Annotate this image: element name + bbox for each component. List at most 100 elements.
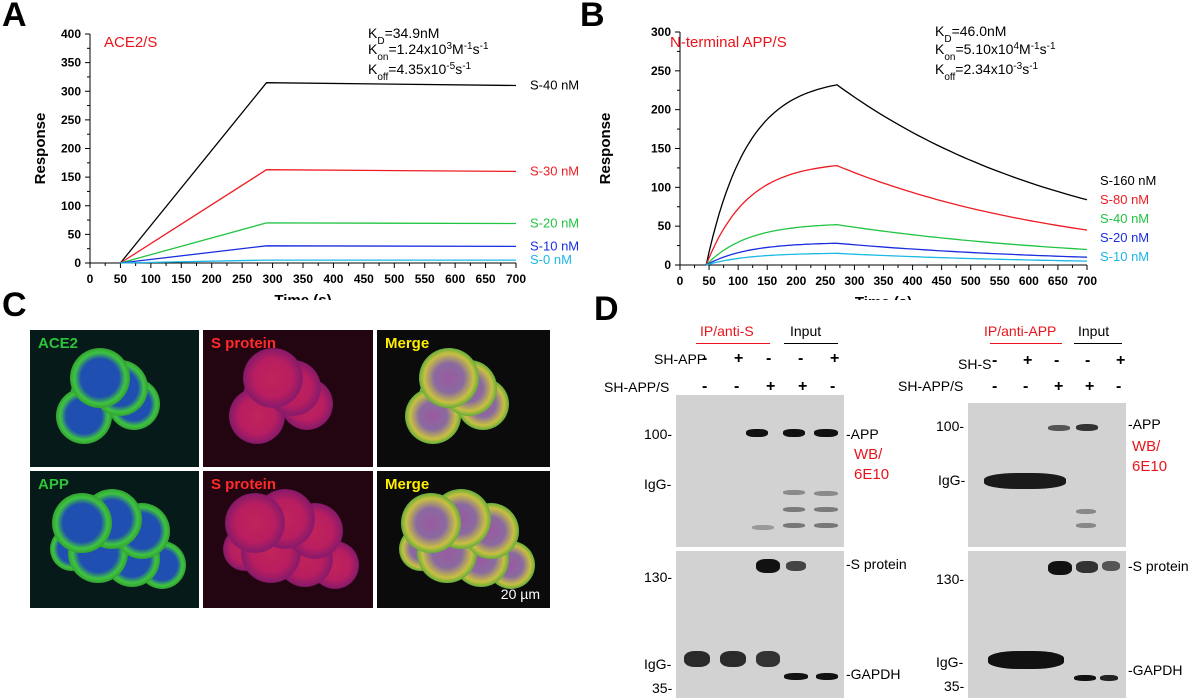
chart-a-title-label: ACE2/S <box>104 34 157 51</box>
chart-a-y-tick-label: 250 <box>61 113 81 127</box>
wl-blot-top <box>676 395 844 547</box>
chart-b-series <box>705 84 1088 266</box>
micro-merge-1: Merge <box>377 330 550 467</box>
wr-sign: - <box>1023 378 1029 395</box>
wl-sign: - <box>830 378 836 395</box>
wr-band-s-3 <box>1048 561 1072 575</box>
wl-marker-100: 100- <box>644 426 673 442</box>
micro-cell <box>70 348 130 408</box>
wr-row2-label: SH-APP/S <box>898 378 964 394</box>
wl-input-header: Input <box>790 323 822 339</box>
chart-b-x-tick-label: 700 <box>1077 274 1097 288</box>
wl-band-gapdh-4 <box>784 673 808 680</box>
chart-a-y-tick-label: 350 <box>61 56 81 70</box>
chart-b-x-tick-label: 0 <box>677 274 684 288</box>
micro-ace2: ACE2 <box>30 330 199 467</box>
chart-a-y-tick-label: 0 <box>74 256 81 270</box>
chart-b-series-label: S-160 nM <box>1100 173 1156 188</box>
chart-a-x-tick-label: 700 <box>506 272 526 286</box>
wr-gapdh-label: -GAPDH <box>1128 662 1183 678</box>
wl-band-smear-5c <box>814 523 838 528</box>
chart-a-y-tick-label: 50 <box>68 227 82 241</box>
wr-band-smear-4b <box>1076 523 1096 528</box>
chart-a-series-line <box>120 259 516 264</box>
panel-letter-b: B <box>580 0 605 34</box>
wl-sign: + <box>798 378 808 395</box>
wr-ip-header: IP/anti-APP <box>984 323 1057 339</box>
chart-a-series-line <box>120 245 517 264</box>
wl-band-s-3 <box>756 559 780 573</box>
chart-a-x-tick-label: 250 <box>232 272 252 286</box>
wr-sign: + <box>1116 352 1126 369</box>
wr-band-smear-4a <box>1076 509 1096 514</box>
wr-input-underline <box>1074 343 1122 344</box>
wl-sign: - <box>798 350 804 367</box>
chart-b-x-tick-label: 550 <box>990 274 1010 288</box>
wr-marker-igg-bottom: IgG- <box>936 654 964 670</box>
wl-ip-header: IP/anti-S <box>700 323 754 339</box>
chart-a-x-tick-label: 100 <box>141 272 161 286</box>
chart-b-y-tick-label: 150 <box>651 142 671 156</box>
chart-b-y-tick-label: 50 <box>658 219 672 233</box>
wr-sign: - <box>992 352 998 369</box>
chart-a-series-line <box>119 82 517 264</box>
chart-b-x-tick-label: 100 <box>728 274 748 288</box>
wl-band-smear-5b <box>814 507 838 512</box>
chart-a-kinetics-0: KD=34.9nM <box>368 25 439 47</box>
chart-a-series-label: S-10 nM <box>530 238 579 253</box>
wr-blot-top <box>968 403 1126 547</box>
wr-band-s-4 <box>1076 561 1098 573</box>
chart-b-x-tick-label: 650 <box>1048 274 1068 288</box>
chart-a-kinetics-1: Kon=1.24x103M-1s-1 <box>368 41 489 63</box>
wr-band-gapdh-5 <box>1100 675 1118 681</box>
chart-a-kinetics-2: Koff=4.35x10-5s-1 <box>368 61 472 83</box>
chart-a-x-tick-label: 500 <box>384 272 404 286</box>
wr-sign: + <box>1085 378 1095 395</box>
chart-a-x-tick-label: 450 <box>354 272 374 286</box>
micro-label-ace2: ACE2 <box>38 335 79 352</box>
chart-a-x-label: Time (s) <box>274 292 331 300</box>
chart-b-y-tick-label: 0 <box>664 258 671 272</box>
chart-b-labels: S-160 nM S-80 nM S-40 nM S-20 nM S-10 nM N-te… <box>670 23 1156 264</box>
chart-b-axes: 0 50 100 150 200 250 300 350 400 450 500 550 600 650 7… <box>597 25 1097 300</box>
wl-sign: - <box>702 350 708 367</box>
micro-label-app: APP <box>38 476 69 493</box>
scale-bar-label: 20 µm <box>500 586 540 602</box>
micro-label-s-protein-1: S protein <box>211 335 277 352</box>
chart-b-x-label: Time (s) <box>855 294 912 300</box>
chart-a-series-label: S-40 nM <box>530 78 579 93</box>
wl-row1-label: SH-APP <box>654 351 707 367</box>
wl-band-s-4 <box>786 561 806 571</box>
micro-app: APP <box>30 471 199 608</box>
chart-a-y-tick-label: 200 <box>61 142 81 156</box>
micro-s-protein-1: S protein <box>203 330 373 467</box>
chart-b-kinetics-2: Koff=2.34x10-3s-1 <box>935 61 1039 83</box>
wr-marker-100: 100- <box>936 418 965 434</box>
micro-label-s-protein-2: S protein <box>211 476 277 493</box>
chart-a-x-tick-label: 400 <box>323 272 343 286</box>
wr-sign: + <box>1023 352 1033 369</box>
chart-b-y-label: Response <box>597 113 614 185</box>
microscopy-grid: ACE2 S protein Merge APP S protein Merge… <box>30 330 550 608</box>
wr-wb-1: WB/ <box>1132 438 1161 455</box>
chart-b-series-label: S-10 nM <box>1100 249 1149 264</box>
chart-b-x-tick-label: 200 <box>786 274 806 288</box>
wl-s-protein-label: -S protein <box>846 556 907 572</box>
wl-wb-2: 6E10 <box>854 466 890 483</box>
wl-sign: + <box>734 350 744 367</box>
chart-a-x-tick-label: 550 <box>415 272 435 286</box>
chart-b-x-tick-label: 250 <box>815 274 835 288</box>
chart-a-y-label: Response <box>32 113 49 185</box>
wr-sign: + <box>1054 378 1064 395</box>
micro-label-merge-1: Merge <box>385 335 430 352</box>
wl-marker-35: 35- <box>652 680 673 696</box>
wr-app-label: -APP <box>1128 416 1161 432</box>
micro-merge-2: Merge 20 µm <box>377 471 550 608</box>
chart-b-series-line <box>705 164 1088 266</box>
wr-band-s-5 <box>1102 561 1120 571</box>
wl-sign: - <box>734 378 740 395</box>
chart-b-y-tick-label: 250 <box>651 64 671 78</box>
micro-cell <box>52 493 112 553</box>
chart-b-kinetics-1: Kon=5.10x104M-1s-1 <box>935 41 1056 63</box>
chart-a-x-tick-label: 600 <box>445 272 465 286</box>
